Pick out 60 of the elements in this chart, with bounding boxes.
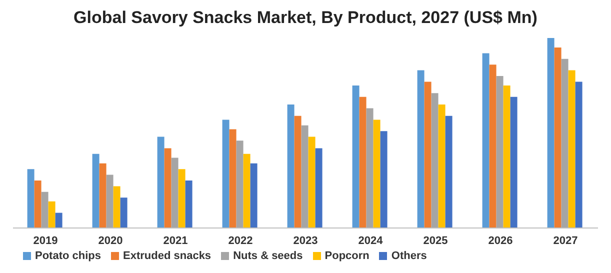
- x-tick-label: 2021: [163, 234, 188, 247]
- x-tick-label: 2022: [228, 234, 253, 247]
- bar: [496, 76, 504, 228]
- bar: [185, 180, 192, 228]
- chart-title: Global Savory Snacks Market, By Product, 2027 (US$ Mn): [72, 8, 538, 29]
- bar: [27, 169, 34, 228]
- bar: [92, 154, 100, 228]
- x-tick-label: 2024: [358, 234, 384, 247]
- bar: [294, 116, 302, 228]
- bar: [510, 96, 518, 228]
- bar: [287, 104, 294, 228]
- bar: [489, 64, 496, 228]
- bar: [106, 174, 114, 228]
- bar: [352, 86, 360, 228]
- bar: [55, 212, 62, 228]
- legend-label: Others: [391, 250, 427, 262]
- bar: [236, 140, 244, 228]
- bar: [178, 169, 186, 228]
- x-tick-label: 2027: [553, 234, 578, 247]
- bar: [157, 136, 164, 228]
- bar: [554, 48, 562, 228]
- bar: [243, 154, 250, 228]
- bar: [250, 163, 258, 228]
- bar: [164, 148, 172, 228]
- bar: [575, 82, 582, 228]
- bar: [301, 125, 308, 228]
- legend-label: Extruded snacks: [123, 250, 212, 262]
- bar: [34, 180, 42, 228]
- bar: [359, 96, 366, 228]
- bar: [431, 93, 438, 228]
- bar: [561, 58, 568, 228]
- x-tick-label: 2019: [33, 234, 58, 247]
- legend-label: Popcorn: [324, 250, 370, 262]
- bar: [380, 131, 388, 228]
- bar: [482, 53, 490, 228]
- x-tick-label: 2026: [488, 234, 513, 247]
- bar: [222, 120, 230, 228]
- bar: [41, 192, 48, 228]
- x-tick-label: 2020: [98, 234, 123, 247]
- bar: [308, 136, 316, 228]
- bar: [171, 158, 178, 228]
- bar: [417, 70, 424, 228]
- bar: [120, 198, 128, 228]
- bar: [503, 86, 510, 228]
- bar: [373, 120, 380, 228]
- bar: [438, 104, 446, 228]
- bar: [113, 186, 120, 228]
- bar: [445, 116, 452, 228]
- bar: [229, 129, 236, 228]
- legend-label: Potato chips: [35, 250, 102, 262]
- bar: [48, 201, 56, 228]
- bar: [547, 38, 554, 228]
- legend-label: Nuts & seeds: [233, 250, 303, 262]
- bar: [424, 82, 432, 228]
- bar: [568, 70, 576, 228]
- bar: [99, 163, 106, 228]
- bar: [366, 108, 374, 228]
- x-tick-label: 2025: [423, 234, 448, 247]
- x-tick-label: 2023: [293, 234, 318, 247]
- bar: [315, 148, 322, 228]
